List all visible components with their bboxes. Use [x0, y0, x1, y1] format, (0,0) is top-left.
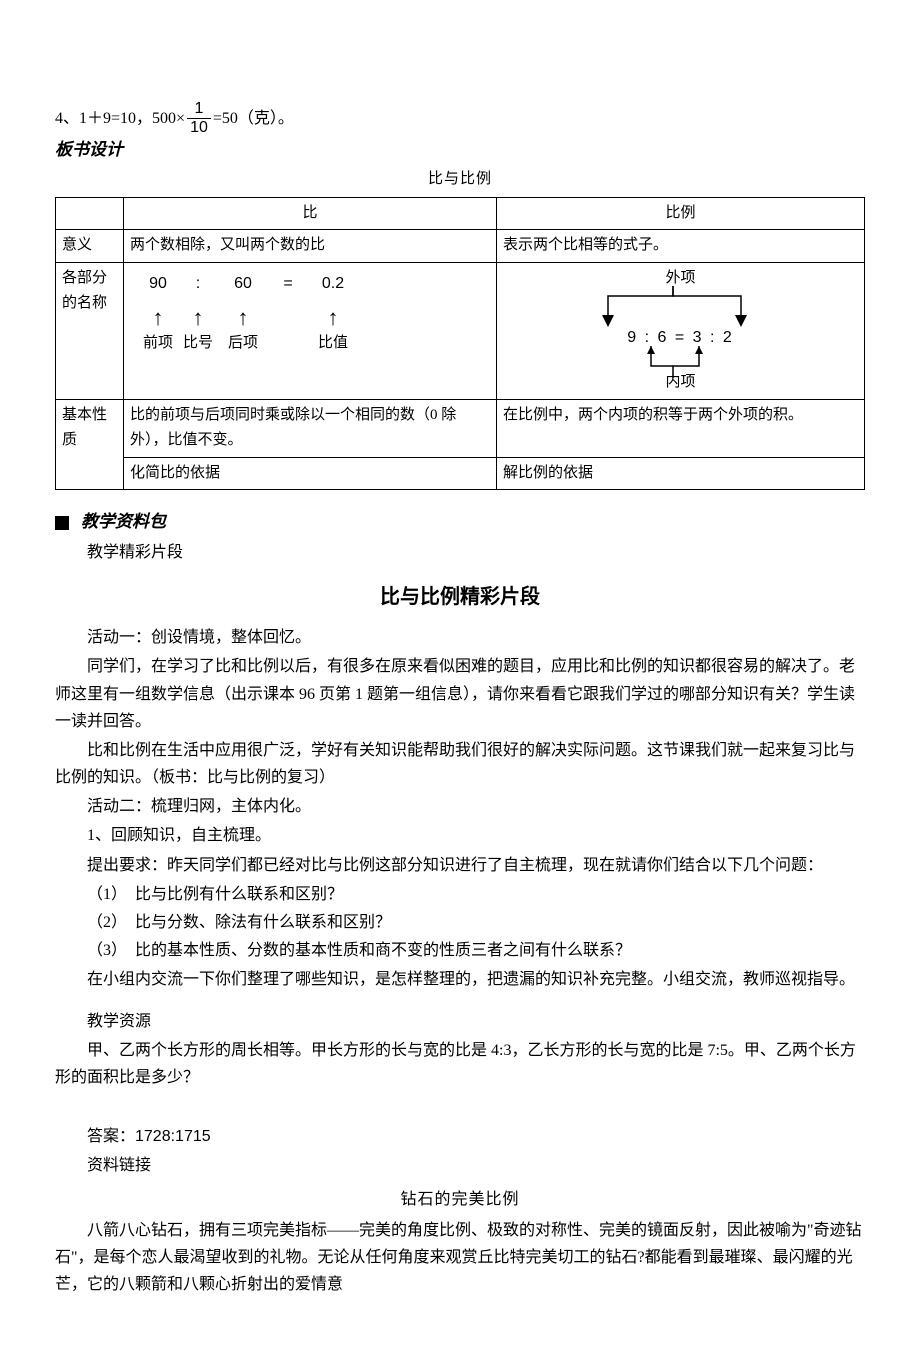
eq-prefix: 4、1＋9=10，500×	[55, 105, 185, 132]
segment-title: 比与比例精彩片段	[55, 580, 865, 614]
cell-basic-proportion: 在比例中，两个内项的积等于两个外项的积。	[497, 399, 865, 457]
package-heading: 教学资料包	[81, 508, 166, 537]
question-2: （2） 比与分数、除法有什么联系和区别？	[55, 909, 865, 936]
table-caption: 比与比例	[55, 167, 865, 193]
ratio-expression: 90 : 60 = 0.2	[138, 270, 488, 297]
inner-term-label: 内项	[503, 370, 858, 396]
cell-basis-proportion: 解比例的依据	[497, 457, 865, 490]
cell-basic-ratio: 比的前项与后项同时乘或除以一个相同的数（0 除外），比值不变。	[124, 399, 497, 457]
header-proportion: 比例	[497, 197, 865, 230]
label-front-term: 前项	[138, 331, 178, 357]
board-design-heading: 板书设计	[55, 136, 865, 165]
table-row-basis: 化简比的依据 解比例的依据	[56, 457, 865, 490]
fraction-numerator: 1	[187, 100, 211, 119]
cell-parts-ratio: 90 : 60 = 0.2 前项 比号 后项	[124, 262, 497, 399]
proportion-diagram: 外项 9 : 6 =	[503, 266, 858, 396]
table-row-basic-property: 基本性质 比的前项与后项同时乘或除以一个相同的数（0 除外），比值不变。 在比例…	[56, 399, 865, 457]
paragraph: 比和比例在生活中应用很广泛，学好有关知识能帮助我们很好的解决实际问题。这节课我们…	[55, 737, 865, 791]
paragraph: 在小组内交流一下你们整理了哪些知识，是怎样整理的，把遗漏的知识补充完整。小组交流…	[55, 966, 865, 993]
header-blank	[56, 197, 124, 230]
diamond-title: 钻石的完美比例	[55, 1186, 865, 1213]
question-1: （1） 比与比例有什么联系和区别？	[55, 881, 865, 908]
activity2-title: 活动二：梳理归网，主体内化。	[55, 793, 865, 820]
cell-meaning-proportion: 表示两个比相等的式子。	[497, 230, 865, 263]
link-heading: 资料链接	[55, 1152, 865, 1179]
paragraph: 同学们，在学习了比和比例以后，有很多在原来看似困难的题目，应用比和比例的知识都很…	[55, 653, 865, 735]
resource-question: 甲、乙两个长方形的周长相等。甲长方形的长与宽的比是 4:3，乙长方形的长与宽的比…	[55, 1037, 865, 1091]
label-ratio-sign: 比号	[178, 331, 218, 357]
ratio-diagram: 90 : 60 = 0.2 前项 比号 后项	[130, 266, 490, 363]
ratio-colon: :	[178, 270, 218, 297]
ratio-arrows	[138, 307, 488, 329]
step-1: 1、回顾知识，自主梳理。	[55, 822, 865, 849]
answer-line: 答案：1728:1715	[55, 1123, 865, 1150]
eq-suffix: =50（克）。	[213, 105, 294, 132]
fraction-denominator: 10	[187, 119, 211, 137]
ratio-labels: 前项 比号 后项 比值	[138, 331, 488, 357]
answer-text: 答案：1728:1715	[87, 1128, 211, 1145]
header-ratio: 比	[124, 197, 497, 230]
ratio-front-term: 90	[138, 270, 178, 297]
arrow-spacer	[268, 307, 308, 329]
question-3: （3） 比的基本性质、分数的基本性质和商不变的性质三者之间有什么联系？	[55, 937, 865, 964]
package-subheading: 教学精彩片段	[55, 539, 865, 566]
cell-parts-label: 各部分的名称	[56, 262, 124, 399]
fraction: 1 10	[187, 100, 211, 136]
label-back-term: 后项	[218, 331, 268, 357]
spacer	[55, 1093, 865, 1121]
cell-basis-ratio: 化简比的依据	[124, 457, 497, 490]
equation-line: 4、1＋9=10，500× 1 10 =50（克）。	[55, 100, 865, 136]
label-ratio-value: 比值	[308, 331, 358, 357]
square-bullet-icon	[55, 516, 69, 530]
activity1-title: 活动一：创设情境，整体回忆。	[55, 624, 865, 651]
resource-heading: 教学资源	[55, 1008, 865, 1035]
cell-basic-label: 基本性质	[56, 399, 124, 490]
arrow-up-icon	[308, 307, 358, 329]
arrow-up-icon	[178, 307, 218, 329]
table-row-parts: 各部分的名称 90 : 60 = 0.2 前项	[56, 262, 865, 399]
package-heading-row: 教学资料包	[55, 508, 865, 537]
arrow-up-icon	[138, 307, 178, 329]
paragraph: 提出要求：昨天同学们都已经对比与比例这部分知识进行了自主梳理，现在就请你们结合以…	[55, 852, 865, 879]
ratio-equals: =	[268, 270, 308, 297]
comparison-table: 比 比例 意义 两个数相除，又叫两个数的比 表示两个比相等的式子。 各部分的名称…	[55, 197, 865, 491]
label-spacer	[268, 331, 308, 357]
cell-parts-proportion: 外项 9 : 6 =	[497, 262, 865, 399]
table-header-row: 比 比例	[56, 197, 865, 230]
cell-meaning-label: 意义	[56, 230, 124, 263]
cell-meaning-ratio: 两个数相除，又叫两个数的比	[124, 230, 497, 263]
ratio-back-term: 60	[218, 270, 268, 297]
diamond-paragraph: 八箭八心钻石，拥有三项完美指标——完美的角度比例、极致的对称性、完美的镜面反射，…	[55, 1217, 865, 1299]
proportion-expression: 9 : 6 = 3 : 2	[503, 324, 858, 351]
arrow-up-icon	[218, 307, 268, 329]
table-row-meaning: 意义 两个数相除，又叫两个数的比 表示两个比相等的式子。	[56, 230, 865, 263]
ratio-value: 0.2	[308, 270, 358, 297]
